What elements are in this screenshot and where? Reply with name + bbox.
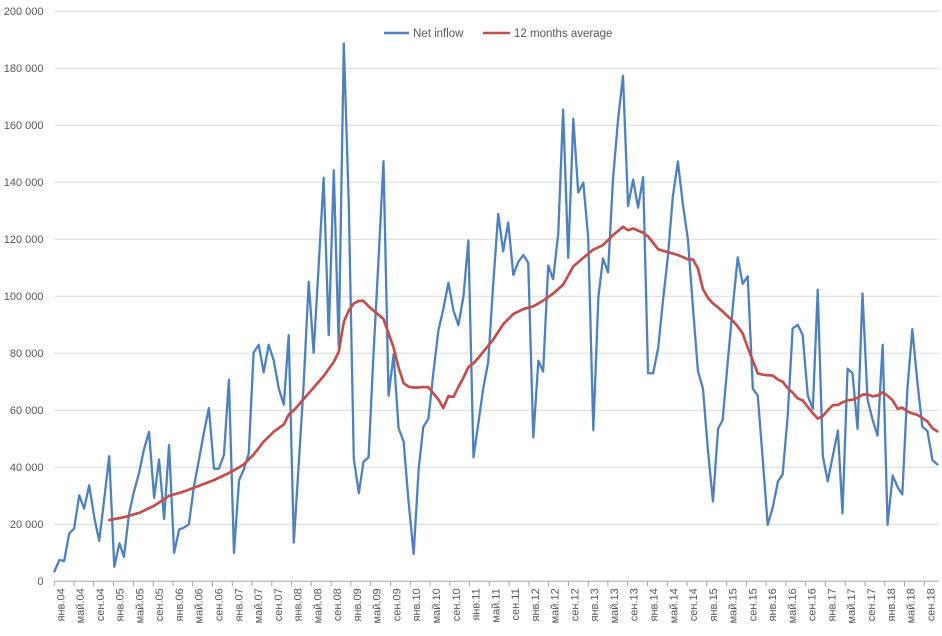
- svg-text:май.17: май.17: [846, 588, 858, 623]
- svg-text:сен.07: сен.07: [273, 588, 285, 621]
- svg-text:сен.12: сен.12: [569, 588, 581, 621]
- svg-text:сен.16: сен.16: [807, 588, 819, 621]
- svg-text:янв.07: янв.07: [233, 588, 245, 621]
- svg-text:май.10: май.10: [431, 588, 443, 623]
- svg-text:янв.12: янв.12: [530, 588, 542, 621]
- svg-text:янв.17: янв.17: [826, 588, 838, 621]
- svg-text:май.09: май.09: [372, 588, 384, 623]
- svg-text:май.18: май.18: [906, 588, 918, 623]
- svg-text:янв.08: янв.08: [293, 588, 305, 621]
- svg-text:янв.13: янв.13: [589, 588, 601, 621]
- svg-text:май.12: май.12: [550, 588, 562, 623]
- svg-text:60 000: 60 000: [10, 405, 44, 417]
- svg-text:Net inflow: Net inflow: [413, 28, 464, 40]
- svg-text:май.06: май.06: [194, 588, 206, 623]
- svg-text:сен.14: сен.14: [688, 588, 700, 621]
- svg-text:янв.06: янв.06: [174, 588, 186, 621]
- svg-text:май.14: май.14: [668, 588, 680, 623]
- svg-text:сен.11: сен.11: [510, 588, 522, 620]
- svg-text:80 000: 80 000: [10, 348, 44, 360]
- svg-text:12 months average: 12 months average: [514, 28, 612, 40]
- svg-text:40 000: 40 000: [10, 462, 44, 474]
- svg-text:янв.14: янв.14: [649, 588, 661, 621]
- svg-text:янв.05: янв.05: [115, 588, 127, 621]
- svg-text:янв.18: янв.18: [886, 588, 898, 621]
- svg-text:сен.09: сен.09: [391, 588, 403, 621]
- svg-text:160 000: 160 000: [4, 120, 44, 132]
- svg-text:20 000: 20 000: [10, 519, 44, 531]
- svg-text:янв.09: янв.09: [352, 588, 364, 621]
- svg-text:май.04: май.04: [75, 588, 87, 623]
- svg-text:200 000: 200 000: [4, 6, 44, 18]
- svg-text:0: 0: [37, 576, 43, 588]
- svg-text:сен.04: сен.04: [95, 588, 107, 621]
- svg-text:янв.04: янв.04: [55, 588, 67, 621]
- svg-text:май.07: май.07: [253, 588, 265, 623]
- svg-text:100 000: 100 000: [4, 291, 44, 303]
- svg-text:сен.17: сен.17: [866, 588, 878, 621]
- svg-text:сен.10: сен.10: [451, 588, 463, 621]
- svg-text:сен.18: сен.18: [925, 588, 937, 621]
- svg-text:янв.16: янв.16: [767, 588, 779, 621]
- svg-text:180 000: 180 000: [4, 63, 44, 75]
- svg-text:май.13: май.13: [609, 588, 621, 623]
- svg-text:май.08: май.08: [312, 588, 324, 623]
- svg-text:сен.08: сен.08: [332, 588, 344, 621]
- svg-text:янв.15: янв.15: [708, 588, 720, 621]
- svg-text:сен.06: сен.06: [214, 588, 226, 621]
- svg-text:сен.15: сен.15: [747, 588, 759, 621]
- svg-text:120 000: 120 000: [4, 234, 44, 246]
- svg-text:май.15: май.15: [728, 588, 740, 623]
- svg-text:май.11: май.11: [490, 588, 502, 622]
- svg-text:сен.13: сен.13: [629, 588, 641, 621]
- svg-text:сен.05: сен.05: [154, 588, 166, 621]
- svg-text:май.16: май.16: [787, 588, 799, 623]
- svg-text:янв.11: янв.11: [471, 588, 483, 620]
- svg-text:май.05: май.05: [134, 588, 146, 623]
- svg-text:140 000: 140 000: [4, 177, 44, 189]
- svg-text:янв.10: янв.10: [411, 588, 423, 621]
